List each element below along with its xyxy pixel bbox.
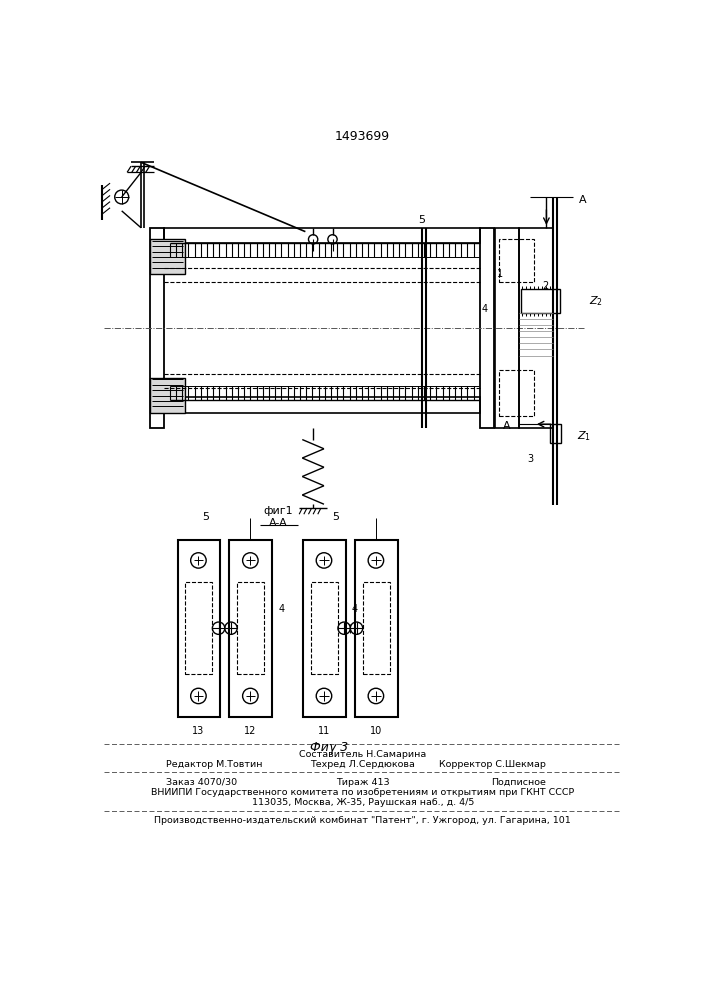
Text: Тираж 413: Тираж 413	[336, 778, 390, 787]
Bar	[185, 582, 212, 674]
Text: 2: 2	[542, 281, 549, 291]
Bar	[495, 228, 518, 428]
Bar	[363, 582, 390, 674]
Text: 113035, Москва, Ж-35, Раушская наб., д. 4/5: 113035, Москва, Ж-35, Раушская наб., д. …	[252, 798, 474, 807]
Bar	[355, 540, 397, 717]
Text: $Z_2$: $Z_2$	[589, 294, 603, 308]
Bar	[549, 424, 561, 443]
Text: фиг1: фиг1	[264, 506, 293, 516]
Text: 4: 4	[481, 304, 487, 314]
Text: ВНИИПИ Государственного комитета по изобретениям и открытиям при ГКНТ СССР: ВНИИПИ Государственного комитета по изоб…	[151, 788, 574, 797]
Text: Подписное: Подписное	[491, 778, 546, 787]
Text: Корректор С.Шекмар: Корректор С.Шекмар	[439, 760, 546, 769]
Text: Заказ 4070/30: Заказ 4070/30	[166, 778, 237, 787]
Bar	[499, 239, 534, 282]
Text: 13: 13	[192, 726, 204, 736]
Text: $Z_1$: $Z_1$	[578, 429, 592, 443]
Text: A: A	[503, 421, 510, 431]
Bar	[303, 540, 346, 717]
Text: Фиγ 3: Фиγ 3	[310, 741, 348, 754]
Bar	[164, 397, 480, 413]
Text: 5: 5	[332, 512, 339, 522]
Text: 5: 5	[203, 512, 210, 522]
Text: A: A	[579, 195, 587, 205]
Text: Техред Л.Сердюкова: Техред Л.Сердюкова	[310, 760, 415, 769]
Bar	[151, 228, 164, 428]
Bar	[177, 540, 220, 717]
Text: 5: 5	[418, 215, 425, 225]
Text: 12: 12	[244, 726, 257, 736]
Bar	[499, 370, 534, 416]
Bar	[237, 582, 264, 674]
Bar	[518, 228, 554, 428]
Bar	[151, 239, 185, 274]
Text: Редактор М.Товтин: Редактор М.Товтин	[166, 760, 262, 769]
Bar	[230, 540, 272, 717]
Text: 11: 11	[318, 726, 330, 736]
Text: A-A: A-A	[269, 518, 288, 528]
Bar	[311, 582, 338, 674]
Bar	[164, 228, 480, 243]
Text: 3: 3	[527, 454, 533, 464]
Bar	[521, 289, 559, 312]
Text: 1: 1	[497, 269, 503, 279]
Text: Составитель Н.Самарина: Составитель Н.Самарина	[299, 750, 426, 759]
Text: 10: 10	[370, 726, 382, 736]
Bar	[151, 378, 185, 413]
Text: Производственно-издательский комбинат "Патент", г. Ужгород, ул. Гагарина, 101: Производственно-издательский комбинат "П…	[154, 816, 571, 825]
Bar	[480, 228, 493, 428]
Text: 1493699: 1493699	[334, 130, 390, 143]
Text: 4: 4	[279, 604, 284, 614]
Text: 4: 4	[351, 604, 357, 614]
